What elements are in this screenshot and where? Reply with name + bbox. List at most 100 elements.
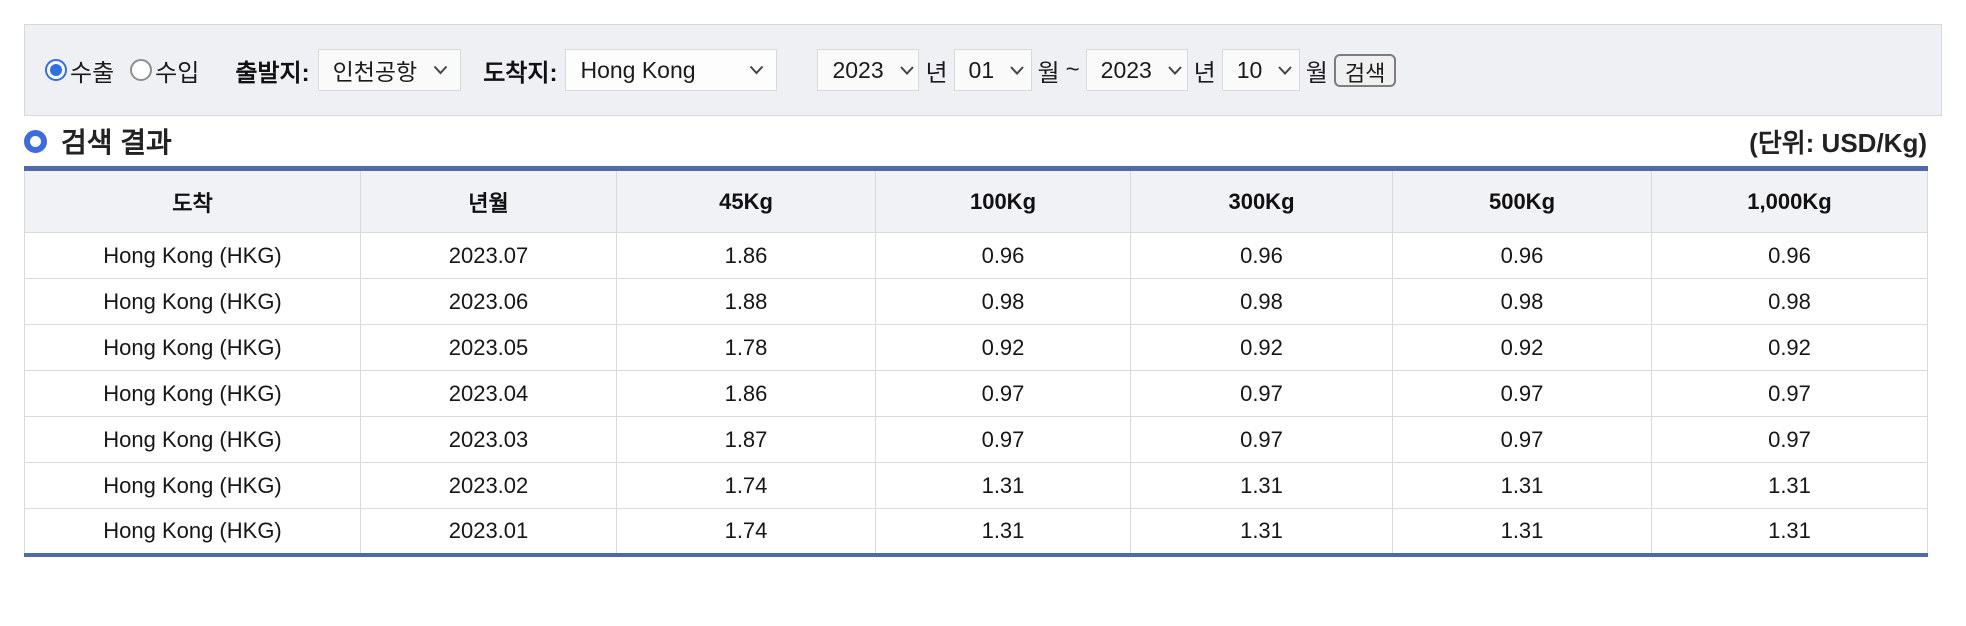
radio-option-import[interactable]: 수입 — [130, 53, 199, 88]
rate-cell: 1.31 — [875, 508, 1131, 555]
rate-cell: 1.74 — [616, 508, 876, 555]
destination-cell: Hong Kong (HKG) — [24, 324, 361, 371]
rate-cell: 0.98 — [1392, 278, 1652, 325]
destination-cell: Hong Kong (HKG) — [24, 462, 361, 509]
rate-cell: 1.31 — [1392, 508, 1652, 555]
rate-cell: 0.97 — [1392, 370, 1652, 417]
origin-select-value: 인천공항 — [332, 59, 418, 85]
rate-cell: 1.88 — [616, 278, 876, 325]
rate-cell: 1.31 — [1130, 508, 1393, 555]
start-month-select[interactable]: 01 — [953, 49, 1032, 91]
results-table-body: Hong Kong (HKG) 2023.07 1.86 0.96 0.96 0.96 0.… — [24, 232, 1928, 555]
table-row: Hong Kong (HKG) 2023.04 1.86 0.97 0.97 0.97 0.… — [24, 370, 1928, 417]
radio-option-export[interactable]: 수출 — [45, 53, 114, 88]
destination-select-value: Hong Kong — [580, 56, 696, 83]
rate-cell: 0.98 — [875, 278, 1131, 325]
destination-cell: Hong Kong (HKG) — [24, 508, 361, 555]
unit-label: (단위: USD/Kg) — [1749, 127, 1927, 158]
origin-label: 출발지: — [235, 59, 310, 87]
yearmonth-cell: 2023.01 — [360, 508, 617, 555]
rate-cell: 0.92 — [1651, 324, 1928, 371]
radio-import-label: 수입 — [155, 59, 200, 87]
start-month-suffix: 월 — [1037, 59, 1060, 87]
rate-cell: 0.97 — [875, 416, 1131, 463]
destination-select[interactable]: Hong Kong — [565, 49, 778, 91]
start-month-value: 01 — [968, 56, 995, 83]
radio-export-icon[interactable] — [45, 59, 67, 81]
chevron-down-icon — [1010, 65, 1024, 75]
destination-cell: Hong Kong (HKG) — [24, 370, 361, 417]
chevron-down-icon — [1168, 65, 1182, 75]
rate-cell: 1.31 — [1651, 508, 1928, 555]
header-100kg: 100Kg — [875, 168, 1131, 233]
header-300kg: 300Kg — [1130, 168, 1393, 233]
end-year-select[interactable]: 2023 — [1085, 49, 1188, 91]
rate-cell: 0.97 — [1130, 370, 1393, 417]
chevron-down-icon — [1278, 65, 1293, 75]
rate-cell: 0.92 — [1392, 324, 1652, 371]
chevron-down-icon — [899, 65, 914, 75]
end-month-value: 10 — [1236, 56, 1263, 83]
results-table-header: 도착 년월 45Kg 100Kg 300Kg 500Kg 1,000Kg — [24, 168, 1928, 233]
rate-cell: 1.78 — [616, 324, 876, 371]
table-row: Hong Kong (HKG) 2023.01 1.74 1.31 1.31 1.31 1.… — [24, 508, 1928, 555]
rate-cell: 0.98 — [1130, 278, 1393, 325]
rate-cell: 0.97 — [1392, 416, 1652, 463]
destination-cell: Hong Kong (HKG) — [24, 416, 361, 463]
trade-direction-radio-group: 수출 수입 — [45, 53, 199, 88]
header-destination: 도착 — [24, 168, 361, 233]
results-title-text: 검색 결과 — [61, 127, 172, 158]
search-button[interactable]: 검색 — [1333, 53, 1397, 87]
start-year-select[interactable]: 2023 — [817, 49, 920, 91]
table-row: Hong Kong (HKG) 2023.06 1.88 0.98 0.98 0.98 0.… — [24, 278, 1928, 325]
header-yearmonth: 년월 — [360, 168, 617, 233]
end-month-select[interactable]: 10 — [1221, 49, 1300, 91]
rate-cell: 0.97 — [875, 370, 1131, 417]
rate-cell: 0.97 — [1651, 370, 1928, 417]
results-table: 도착 년월 45Kg 100Kg 300Kg 500Kg 1,000Kg Hon… — [24, 166, 1928, 557]
end-year-suffix: 년 — [1193, 59, 1216, 87]
rate-cell: 1.31 — [1130, 462, 1393, 509]
rate-cell: 0.98 — [1651, 278, 1928, 325]
table-row: Hong Kong (HKG) 2023.05 1.78 0.92 0.92 0.92 0.… — [24, 324, 1928, 371]
yearmonth-cell: 2023.05 — [360, 324, 617, 371]
rate-cell: 0.96 — [1130, 232, 1393, 279]
rate-cell: 1.31 — [1651, 462, 1928, 509]
header-row: 도착 년월 45Kg 100Kg 300Kg 500Kg 1,000Kg — [24, 168, 1928, 233]
yearmonth-cell: 2023.02 — [360, 462, 617, 509]
destination-cell: Hong Kong (HKG) — [24, 232, 361, 279]
origin-select[interactable]: 인천공항 — [317, 49, 462, 91]
filter-bar: 수출 수입 출발지: 인천공항 도착지: Hong Kong 2023 년 01… — [24, 24, 1942, 116]
rate-cell: 0.92 — [1130, 324, 1393, 371]
table-row: Hong Kong (HKG) 2023.03 1.87 0.97 0.97 0.97 0.… — [24, 416, 1928, 463]
destination-cell: Hong Kong (HKG) — [24, 278, 361, 325]
rate-cell: 0.97 — [1130, 416, 1393, 463]
table-row: Hong Kong (HKG) 2023.02 1.74 1.31 1.31 1.31 1.… — [24, 462, 1928, 509]
rate-cell: 1.74 — [616, 462, 876, 509]
start-year-value: 2023 — [832, 56, 884, 83]
period-tilde: ~ — [1065, 56, 1080, 83]
rate-cell: 0.96 — [875, 232, 1131, 279]
rate-cell: 1.87 — [616, 416, 876, 463]
rate-cell: 0.97 — [1651, 416, 1928, 463]
yearmonth-cell: 2023.03 — [360, 416, 617, 463]
header-45kg: 45Kg — [616, 168, 876, 233]
yearmonth-cell: 2023.06 — [360, 278, 617, 325]
header-1000kg: 1,000Kg — [1651, 168, 1928, 233]
rate-cell: 0.96 — [1651, 232, 1928, 279]
chevron-down-icon — [749, 65, 764, 75]
yearmonth-cell: 2023.04 — [360, 370, 617, 417]
destination-label: 도착지: — [483, 59, 558, 87]
section-bullet-icon — [24, 129, 47, 153]
end-year-value: 2023 — [1100, 56, 1152, 83]
results-title: 검색 결과 — [24, 121, 172, 161]
table-row: Hong Kong (HKG) 2023.07 1.86 0.96 0.96 0.96 0.… — [24, 232, 1928, 279]
results-header: 검색 결과 (단위: USD/Kg) — [24, 116, 1927, 166]
start-year-suffix: 년 — [925, 59, 948, 87]
rate-cell: 0.92 — [875, 324, 1131, 371]
radio-import-icon[interactable] — [130, 59, 153, 81]
end-month-suffix: 월 — [1305, 59, 1328, 87]
rate-cell: 1.86 — [616, 370, 876, 417]
radio-export-label: 수출 — [70, 59, 115, 87]
chevron-down-icon — [433, 65, 448, 75]
